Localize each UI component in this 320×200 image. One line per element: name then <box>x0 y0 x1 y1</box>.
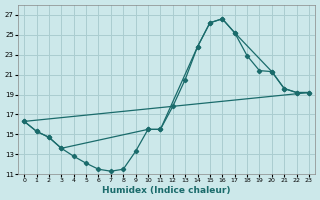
X-axis label: Humidex (Indice chaleur): Humidex (Indice chaleur) <box>102 186 231 195</box>
